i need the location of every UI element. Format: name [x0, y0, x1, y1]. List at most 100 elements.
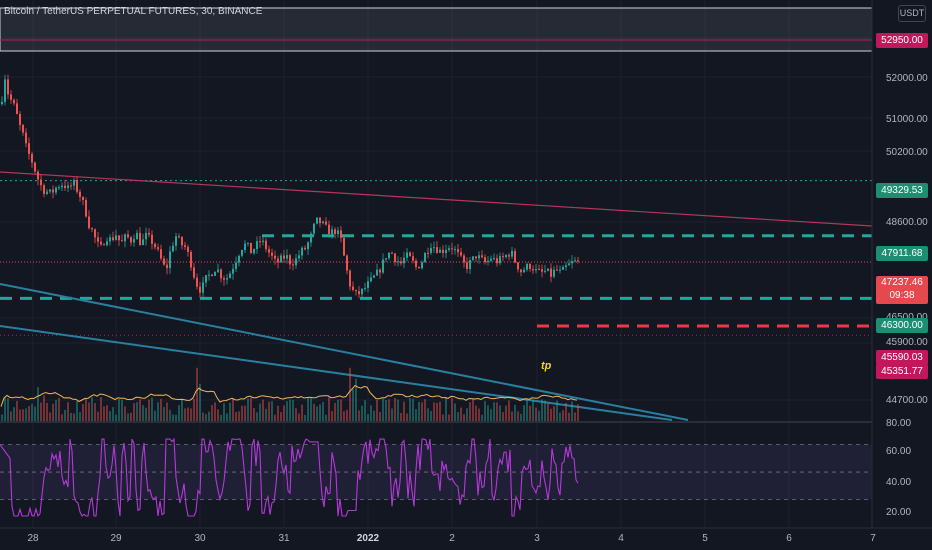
price-tag-52950[interactable]: 52950.00 — [876, 33, 928, 48]
volume-bar — [370, 405, 372, 421]
volume-bar — [55, 400, 57, 421]
candle-body — [442, 249, 444, 254]
volume-bar — [478, 408, 480, 421]
rsi-axis-label: 40.00 — [886, 477, 912, 488]
volume-bar — [352, 388, 354, 421]
volume-bar — [241, 405, 243, 421]
candle-body — [148, 232, 150, 235]
volume-bar — [103, 406, 105, 421]
candle-body — [133, 239, 135, 243]
candle-body — [205, 275, 207, 283]
volume-bar — [490, 409, 492, 421]
volume-bar — [115, 414, 117, 421]
candle-body — [565, 265, 567, 267]
candle-body — [130, 237, 132, 243]
price-tag-49329[interactable]: 49329.53 — [876, 183, 928, 198]
volume-bar — [211, 404, 213, 421]
candle-body — [388, 252, 390, 259]
candle-body — [403, 257, 405, 264]
candle-body — [400, 261, 402, 264]
volume-bar — [118, 398, 120, 421]
price-tag-45351[interactable]: 45351.77 — [876, 364, 928, 379]
volume-bar — [253, 408, 255, 421]
volume-bar — [130, 412, 132, 421]
candle-body — [331, 229, 333, 235]
volume-bar — [190, 408, 192, 421]
volume-bar — [262, 399, 264, 421]
candle-body — [244, 243, 246, 250]
volume-bar — [421, 402, 423, 421]
volume-bar — [430, 411, 432, 421]
volume-bar — [169, 409, 171, 421]
volume-bar — [289, 399, 291, 421]
volume-moving-average — [0, 384, 578, 407]
time-axis-label: 4 — [618, 533, 624, 544]
candle-body — [427, 252, 429, 254]
trendline-lower — [0, 325, 673, 421]
candle-body — [178, 236, 180, 238]
volume-bar — [484, 401, 486, 421]
candle-body — [415, 260, 417, 267]
candle-body — [202, 282, 204, 293]
volume-bar — [514, 404, 516, 421]
volume-bar — [475, 405, 477, 421]
rsi-axis-label: 80.00 — [886, 418, 912, 429]
volume-bar — [283, 405, 285, 421]
candle-body — [208, 274, 210, 276]
price-tag-46300[interactable]: 46300.00 — [876, 318, 928, 333]
rsi-axis-label: 20.00 — [886, 507, 912, 518]
candle-body — [214, 271, 216, 276]
volume-bar — [79, 412, 81, 421]
price-tag-45590[interactable]: 45590.03 — [876, 350, 928, 365]
volume-bar — [571, 401, 573, 421]
candle-body — [349, 270, 351, 287]
level-lines — [0, 39, 872, 336]
volume-bar — [52, 403, 54, 421]
candle-body — [166, 264, 168, 269]
volume-bar — [4, 397, 6, 421]
price-tag-47911[interactable]: 47911.68 — [876, 246, 928, 261]
volume-bar — [64, 410, 66, 421]
candle-body — [520, 269, 522, 273]
candle-body — [376, 269, 378, 276]
volume-bar — [460, 407, 462, 421]
volume-bar — [496, 402, 498, 421]
current-price-tag[interactable]: 47237.46 09:38 — [876, 276, 928, 304]
volume-bar — [82, 403, 84, 421]
candle-body — [265, 240, 267, 250]
candle-body — [61, 185, 63, 188]
candle-body — [4, 79, 6, 102]
candle-body — [217, 269, 219, 272]
candle-body — [343, 237, 345, 256]
volume-bar — [538, 410, 540, 421]
candle-body — [277, 258, 279, 263]
volume-bar — [19, 409, 21, 421]
volume-bar — [22, 409, 24, 421]
volume-bar — [259, 403, 261, 421]
candle-body — [253, 249, 255, 254]
candle-body — [541, 269, 543, 272]
volume-bar — [301, 404, 303, 421]
volume-bar — [424, 399, 426, 421]
volume-bar — [529, 405, 531, 421]
volume-bar — [442, 414, 444, 421]
currency-button[interactable]: USDT — [898, 5, 926, 22]
candle-body — [310, 233, 312, 243]
chart-title: Bitcoin / TetherUS PERPETUAL FUTURES, 30… — [4, 6, 263, 17]
time-axis-label: 2022 — [356, 533, 380, 544]
candle-body — [436, 247, 438, 253]
candle-body — [463, 255, 465, 263]
volume-bar — [46, 403, 48, 421]
volume-bar — [235, 412, 237, 421]
volume-bar — [556, 400, 558, 421]
candle-body — [190, 251, 192, 268]
candle-body — [490, 258, 492, 261]
volume-bar — [223, 403, 225, 421]
candle-body — [385, 258, 387, 260]
volume-bar — [463, 414, 465, 421]
volume-bar — [457, 412, 459, 421]
candle-body — [295, 258, 297, 266]
time-axis-label: 28 — [27, 533, 39, 544]
candle-body — [361, 288, 363, 295]
